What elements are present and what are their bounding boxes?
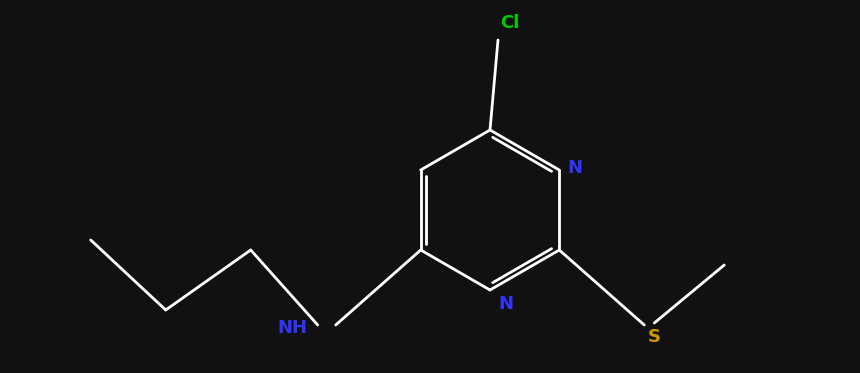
Text: NH: NH <box>278 319 308 337</box>
Text: Cl: Cl <box>500 14 519 32</box>
Text: N: N <box>498 295 513 313</box>
Text: S: S <box>648 328 660 346</box>
Text: N: N <box>568 159 582 177</box>
